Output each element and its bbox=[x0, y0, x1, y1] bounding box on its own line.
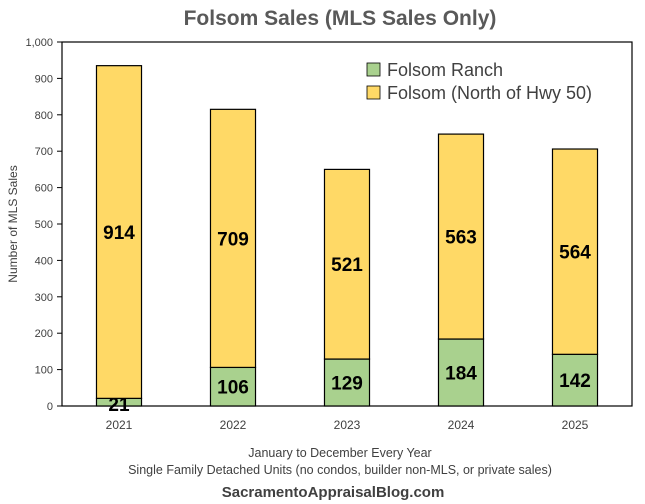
x-tick-label: 2022 bbox=[220, 418, 247, 432]
x-tick-label: 2025 bbox=[562, 418, 589, 432]
y-axis: 0 100 200 300 400 500 600 700 800 900 1,000 bbox=[25, 37, 62, 413]
data-label-folsom-north-2021: 914 bbox=[103, 223, 135, 244]
data-label-folsom-ranch-2023: 129 bbox=[331, 374, 363, 395]
data-label-folsom-ranch-2025: 142 bbox=[559, 371, 591, 392]
y-tick-label: 400 bbox=[35, 255, 53, 267]
y-tick-label: 300 bbox=[35, 292, 53, 304]
bar-segment-folsom-ranch-2023 bbox=[323, 358, 371, 407]
bar-segment-folsom-north-2023 bbox=[323, 168, 371, 360]
data-label-folsom-north-2023: 521 bbox=[331, 255, 363, 276]
bar-segment-folsom-ranch-2024 bbox=[437, 338, 485, 407]
legend: Folsom Ranch Folsom (North of Hwy 50) bbox=[366, 60, 592, 103]
bar-segment-folsom-north-2025 bbox=[551, 148, 599, 355]
data-label-folsom-north-2024: 563 bbox=[445, 228, 477, 249]
chart-title: Folsom Sales (MLS Sales Only) bbox=[184, 7, 497, 30]
bar-segment-folsom-ranch-2025 bbox=[551, 353, 599, 407]
y-tick-label: 1,000 bbox=[25, 37, 53, 49]
x-tick-label: 2021 bbox=[106, 418, 133, 432]
y-axis-label: Number of MLS Sales bbox=[6, 165, 20, 282]
bars-group: 21 914 106 709 129 521 184 563 142 564 bbox=[95, 65, 599, 416]
data-label-folsom-north-2025: 564 bbox=[559, 243, 591, 264]
x-tick-label: 2024 bbox=[448, 418, 475, 432]
bar-segment-folsom-north-2021 bbox=[95, 65, 143, 399]
y-tick-label: 800 bbox=[35, 110, 53, 122]
x-axis: 2021 2022 2023 2024 2025 bbox=[106, 418, 589, 432]
y-tick-label: 600 bbox=[35, 183, 53, 195]
y-tick-label: 0 bbox=[47, 401, 53, 413]
data-label-folsom-north-2022: 709 bbox=[217, 229, 249, 250]
legend-label-folsom-north: Folsom (North of Hwy 50) bbox=[387, 83, 592, 103]
bar-segment-folsom-north-2022 bbox=[209, 108, 257, 369]
x-axis-note-line-2: Single Family Detached Units (no condos,… bbox=[128, 463, 552, 477]
y-tick-label: 100 bbox=[35, 365, 53, 377]
legend-swatch-folsom-north bbox=[366, 85, 381, 100]
data-label-folsom-ranch-2021: 21 bbox=[108, 395, 130, 416]
bar-segment-folsom-north-2024 bbox=[437, 133, 485, 340]
data-label-folsom-ranch-2022: 106 bbox=[217, 378, 249, 399]
source-credit: SacramentoAppraisalBlog.com bbox=[222, 484, 445, 501]
data-label-folsom-ranch-2024: 184 bbox=[445, 364, 477, 385]
y-tick-label: 700 bbox=[35, 146, 53, 158]
legend-label-folsom-ranch: Folsom Ranch bbox=[387, 60, 503, 80]
bar-segment-folsom-ranch-2022 bbox=[209, 366, 257, 407]
x-axis-note-line-1: January to December Every Year bbox=[248, 446, 431, 460]
x-tick-label: 2023 bbox=[334, 418, 361, 432]
legend-swatch-folsom-ranch bbox=[366, 62, 381, 77]
y-tick-label: 500 bbox=[35, 219, 53, 231]
y-tick-label: 900 bbox=[35, 73, 53, 85]
y-tick-label: 200 bbox=[35, 328, 53, 340]
